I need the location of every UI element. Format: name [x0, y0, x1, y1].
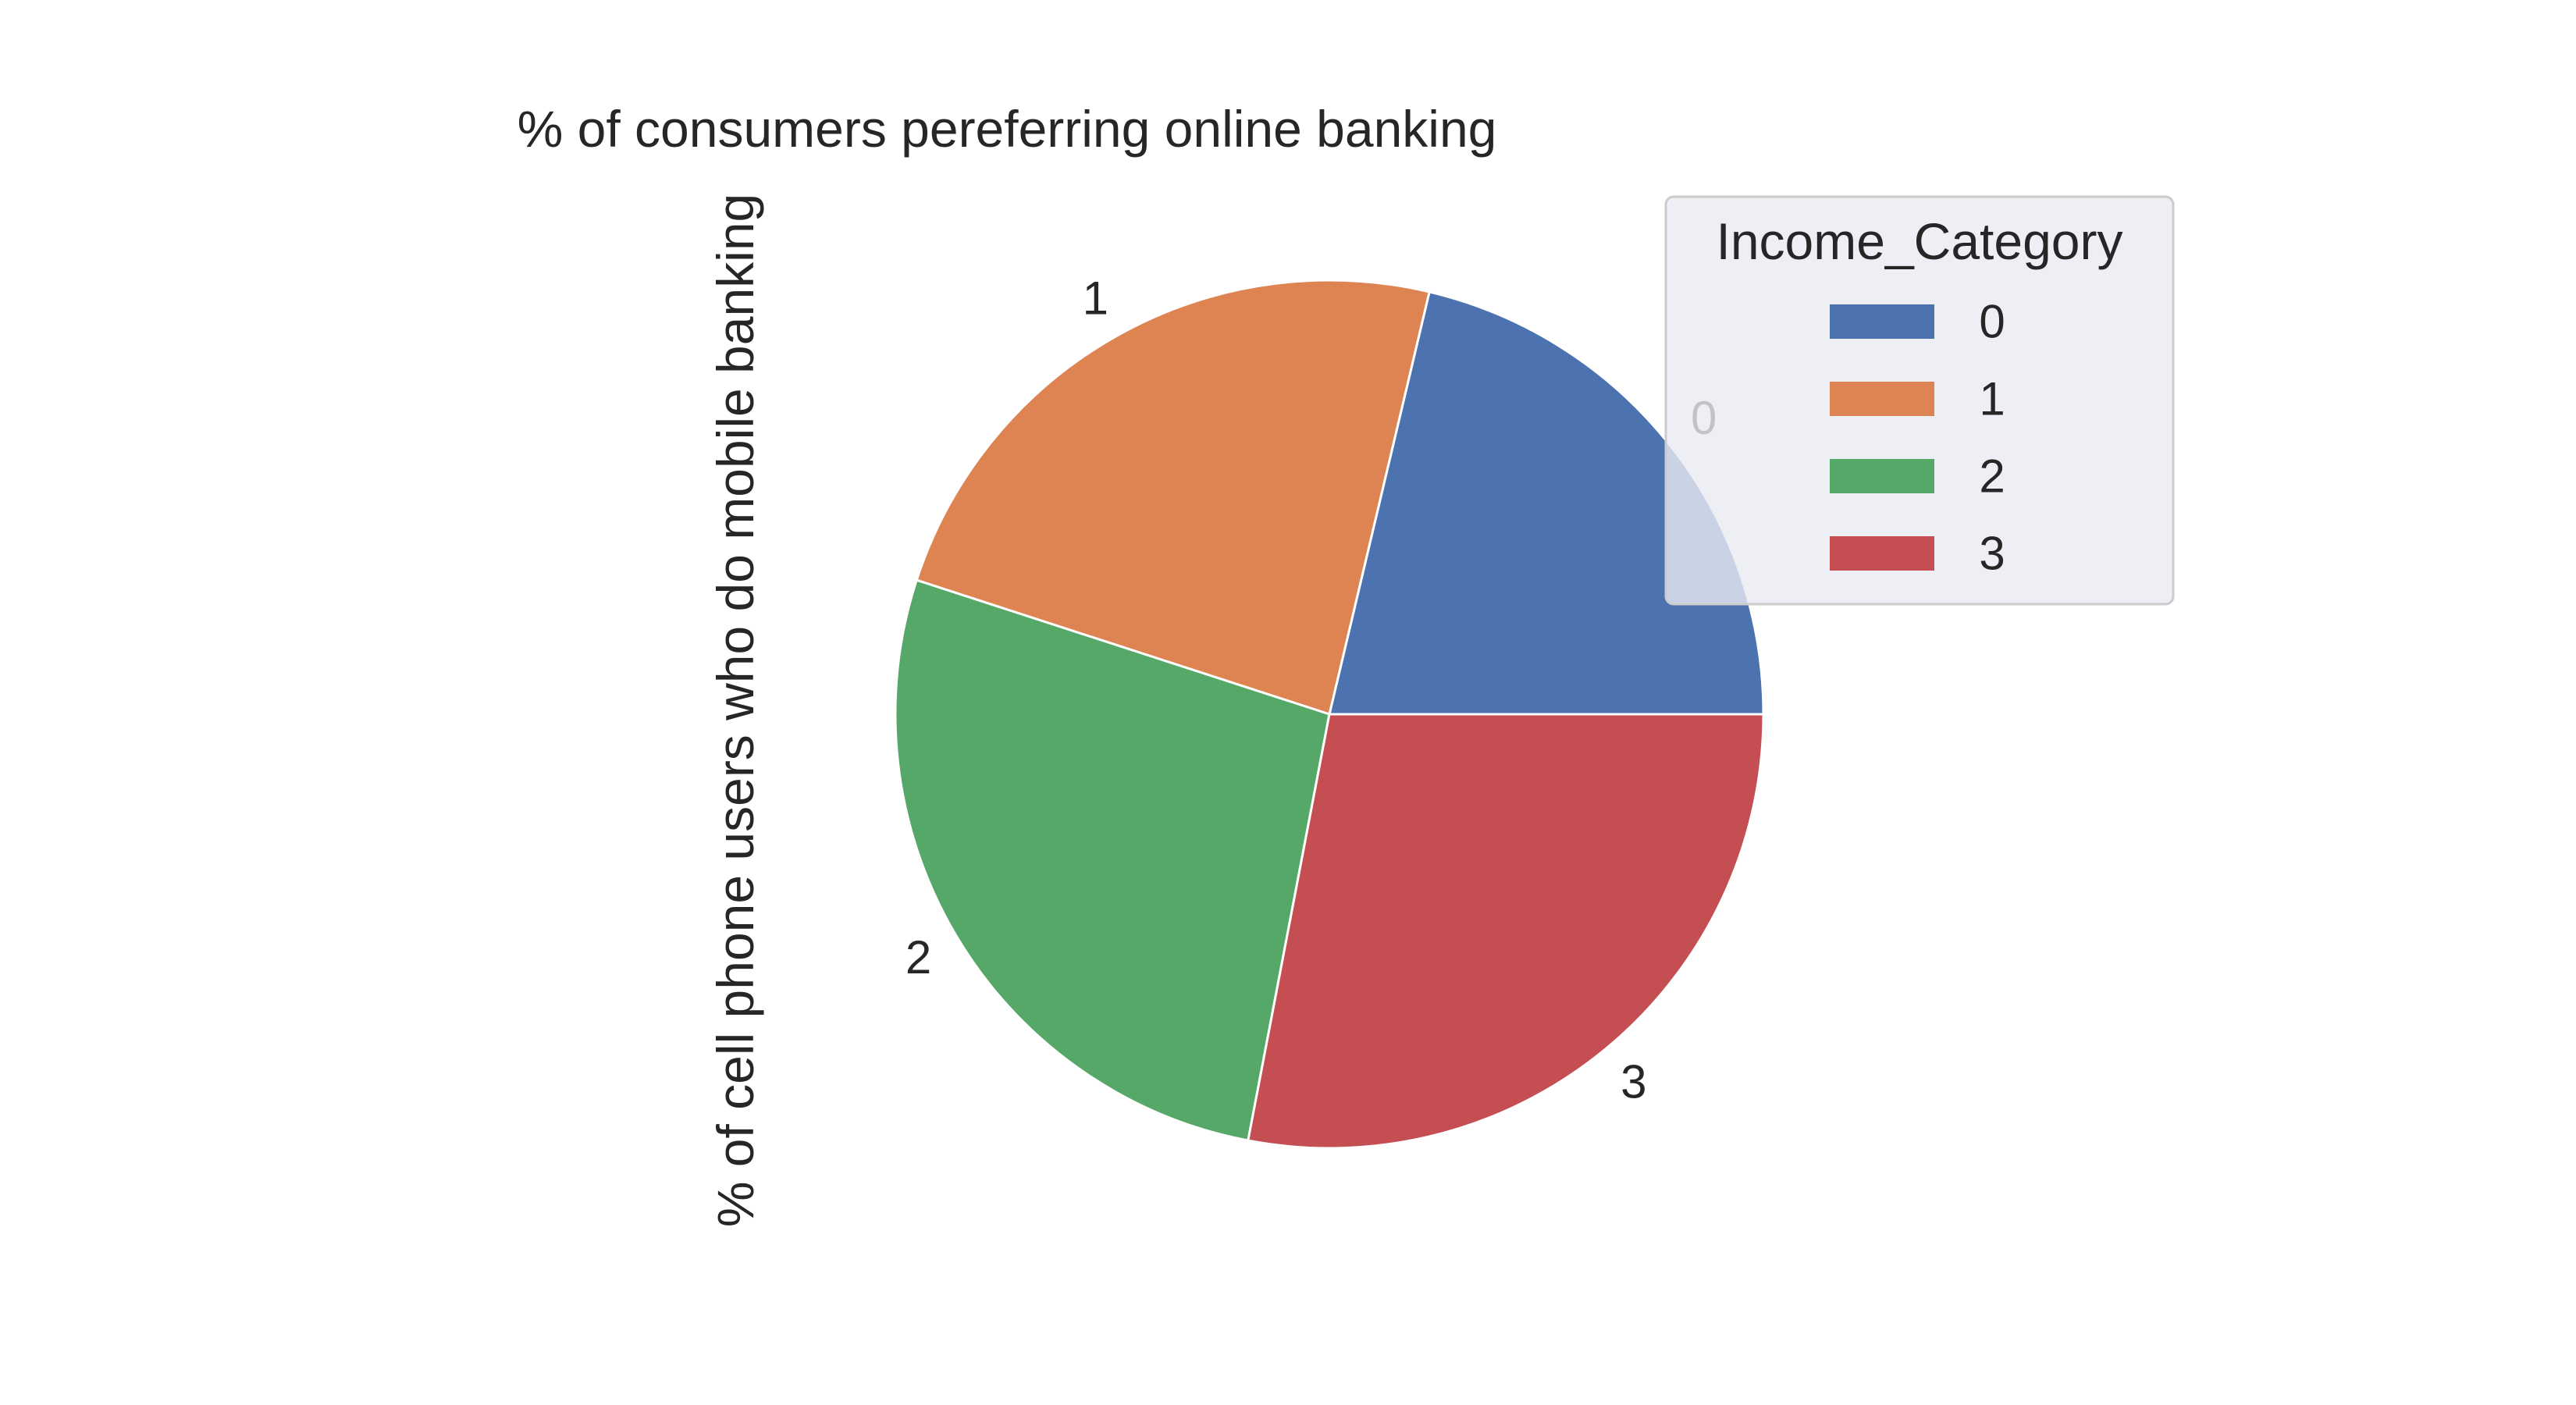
legend-swatch-3 — [1830, 536, 1934, 571]
y-axis-label: % of cell phone users who do mobile bank… — [706, 194, 764, 1227]
legend-entries: 0 1 2 3 — [1830, 296, 2005, 580]
legend-swatch-0 — [1830, 304, 1934, 339]
legend-swatch-1 — [1830, 382, 1934, 416]
legend-title: Income_Category — [1717, 212, 2123, 270]
chart-title: % of consumers pereferring online bankin… — [518, 100, 1497, 158]
legend-label-0: 0 — [1979, 296, 2005, 348]
pie-slice-2 — [894, 578, 1331, 1142]
slice-label-1: 1 — [1083, 272, 1108, 324]
legend-label-1: 1 — [1979, 373, 2005, 425]
legend: Income_Category 0 1 2 3 — [1664, 195, 2175, 606]
slice-label-3: 3 — [1621, 1056, 1646, 1108]
pie-slices — [894, 279, 1765, 1150]
pie-slice-3 — [1247, 713, 1765, 1150]
legend-swatch-2 — [1830, 459, 1934, 493]
pie-slice-1 — [915, 279, 1431, 716]
legend-label-3: 3 — [1979, 528, 2005, 580]
legend-label-2: 2 — [1979, 450, 2005, 503]
slice-label-2: 2 — [906, 931, 931, 984]
